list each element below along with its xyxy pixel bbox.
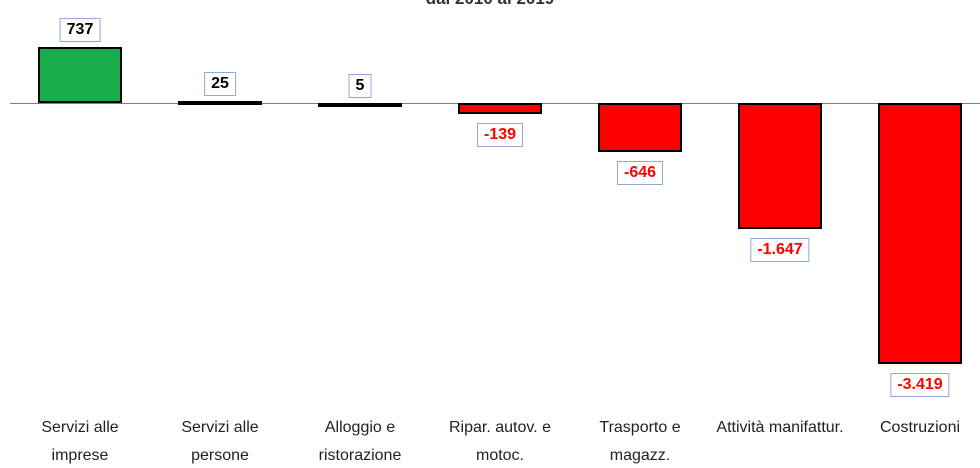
x-tick-label: Costruzioni [879,419,961,436]
x-tick-label: Servizi alle persone [181,419,259,464]
bar [318,102,402,107]
x-tick-label: Trasporto e magazz. [599,419,681,464]
bar [878,103,962,364]
value-label: -646 [616,161,664,186]
x-tick-label: Attività manifattur. [716,419,844,436]
value-label: -3.419 [890,373,950,397]
x-tick-label: Alloggio e ristorazione [318,419,402,464]
chart-title: dal 2010 al 2019 [0,0,980,9]
x-tick-label: Servizi alle imprese [41,419,119,464]
bar [738,103,822,229]
bar [598,103,682,153]
x-tick-label: Ripar. autov. e motoc. [449,419,551,464]
value-label: -1.647 [750,237,810,262]
bar [458,103,542,114]
value-label: 5 [348,73,372,98]
value-label: 25 [204,72,236,97]
bar [38,47,122,104]
bar [178,101,262,106]
value-label: -139 [476,122,524,147]
value-label: 737 [59,18,101,42]
